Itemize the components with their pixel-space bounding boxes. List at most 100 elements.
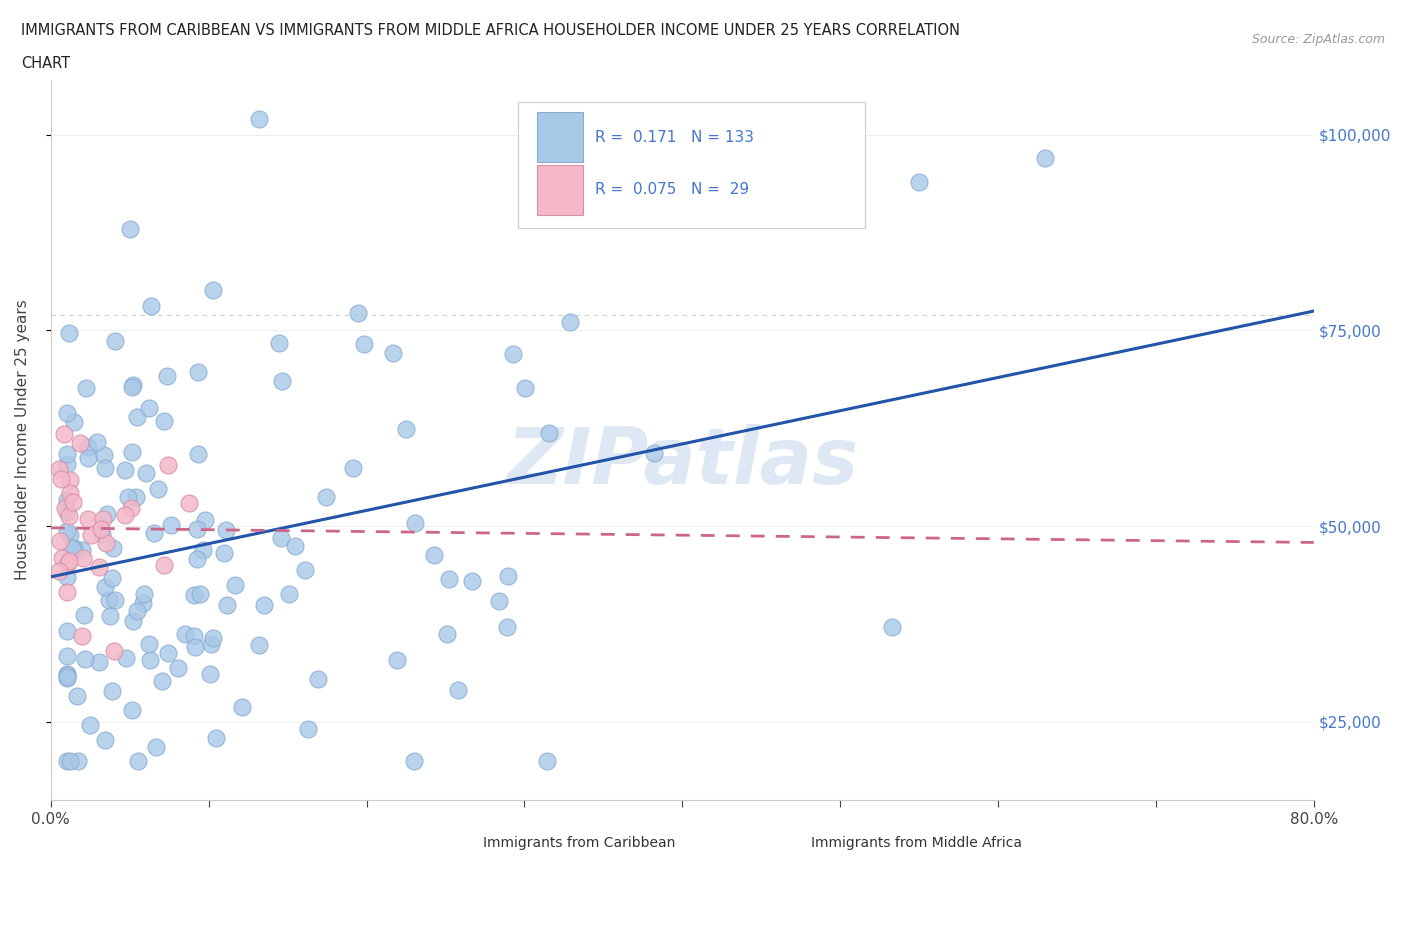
Point (93, 448, 115, 463)
Point (52, 427, 75, 442)
Point (150, 673, 173, 688)
Point (193, 542, 215, 557)
Point (55, 504, 77, 519)
Point (90, 522, 112, 537)
Point (53, 501, 76, 516)
Point (200, 637, 222, 652)
Point (270, 374, 292, 389)
Point (122, 614, 145, 629)
Point (307, 672, 329, 687)
Text: Immigrants from Middle Africa: Immigrants from Middle Africa (811, 836, 1022, 850)
FancyBboxPatch shape (446, 830, 479, 856)
Point (1035, 151, 1057, 166)
Point (513, 380, 536, 395)
Point (880, 620, 903, 635)
Point (59, 472, 82, 487)
Point (98, 592, 121, 607)
Point (125, 410, 148, 425)
Point (62, 542, 84, 557)
Y-axis label: Householder Income Under 25 years: Householder Income Under 25 years (15, 299, 30, 580)
Point (101, 684, 124, 698)
Point (121, 702, 143, 717)
Point (125, 604, 148, 618)
Point (79, 718, 101, 733)
Point (104, 592, 127, 607)
Point (495, 619, 517, 634)
Point (73, 652, 96, 667)
Point (94, 732, 117, 747)
Point (592, 190, 614, 205)
FancyBboxPatch shape (537, 113, 582, 162)
Point (55, 569, 77, 584)
Point (48, 461, 70, 476)
Point (156, 645, 179, 660)
Point (59, 753, 82, 768)
Point (536, 753, 558, 768)
Point (87, 560, 110, 575)
Point (66, 688, 89, 703)
Point (385, 652, 408, 667)
Text: IMMIGRANTS FROM CARIBBEAN VS IMMIGRANTS FROM MIDDLE AFRICA HOUSEHOLDER INCOME UN: IMMIGRANTS FROM CARIBBEAN VS IMMIGRANTS … (21, 23, 960, 38)
Point (166, 661, 188, 676)
Point (59, 485, 82, 500)
Point (315, 489, 337, 504)
Point (72, 628, 94, 643)
Point (94, 460, 117, 475)
Point (284, 538, 307, 553)
Point (56, 555, 79, 570)
Point (51, 551, 73, 565)
Point (55, 446, 77, 461)
Point (125, 489, 148, 504)
Point (201, 283, 224, 298)
Point (179, 495, 201, 510)
Text: R =  0.075   N =  29: R = 0.075 N = 29 (595, 182, 749, 197)
Point (118, 221, 141, 236)
FancyBboxPatch shape (775, 830, 807, 856)
Point (114, 508, 136, 523)
Point (87, 655, 110, 670)
Text: Source: ZipAtlas.com: Source: ZipAtlas.com (1251, 33, 1385, 46)
Point (145, 739, 167, 754)
Point (488, 593, 510, 608)
Point (447, 683, 470, 698)
Point (156, 368, 179, 383)
Point (187, 446, 209, 461)
Text: ZIPatlas: ZIPatlas (506, 423, 859, 499)
Point (146, 481, 169, 496)
Point (204, 730, 226, 745)
Point (353, 337, 375, 352)
Point (643, 445, 665, 460)
Point (496, 568, 519, 583)
Text: R =  0.171   N = 133: R = 0.171 N = 133 (595, 130, 754, 145)
Point (67, 753, 90, 768)
Point (58, 554, 80, 569)
Point (224, 578, 246, 592)
Point (120, 500, 142, 515)
Point (200, 666, 222, 681)
Point (270, 531, 292, 546)
Point (247, 637, 270, 652)
Point (439, 571, 461, 586)
Text: Immigrants from Caribbean: Immigrants from Caribbean (482, 836, 675, 850)
Point (186, 551, 208, 566)
Point (252, 598, 274, 613)
Point (55, 492, 77, 507)
Point (94, 579, 117, 594)
Point (422, 548, 444, 563)
Point (76, 380, 98, 395)
Point (56, 585, 79, 600)
Point (502, 347, 524, 362)
Point (153, 414, 176, 429)
Point (212, 546, 235, 561)
Point (247, 112, 270, 126)
Point (188, 586, 211, 601)
Point (86, 434, 108, 449)
Point (100, 571, 122, 586)
Point (538, 425, 561, 440)
FancyBboxPatch shape (519, 101, 866, 228)
Point (77, 450, 100, 465)
Point (132, 595, 155, 610)
Point (297, 722, 319, 737)
Text: CHART: CHART (21, 56, 70, 71)
Point (132, 586, 155, 601)
